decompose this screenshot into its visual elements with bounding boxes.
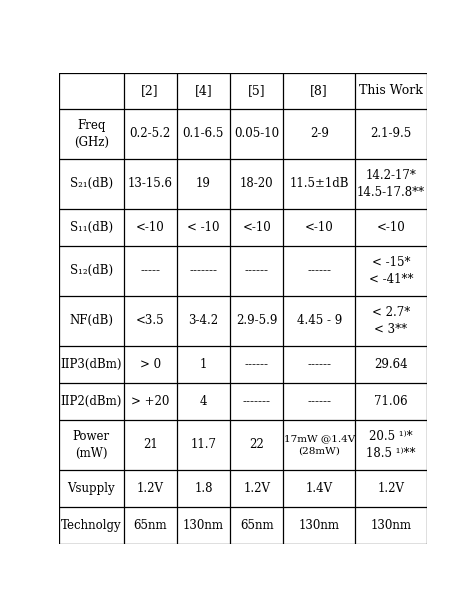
Text: -------: -------: [190, 264, 218, 277]
Text: 71.06: 71.06: [374, 395, 408, 408]
Text: 14.2-17*
14.5-17.8**: 14.2-17* 14.5-17.8**: [357, 169, 425, 199]
Text: 4.45 - 9: 4.45 - 9: [297, 314, 342, 327]
Text: NF(dB): NF(dB): [69, 314, 113, 327]
Text: 65nm: 65nm: [240, 519, 273, 532]
Text: 1.2V: 1.2V: [137, 482, 164, 495]
Text: <-10: <-10: [242, 221, 271, 233]
Text: This Work: This Work: [359, 84, 423, 98]
Text: ------: ------: [245, 264, 269, 277]
Text: S₁₂(dB): S₁₂(dB): [70, 264, 113, 277]
Text: 1.2V: 1.2V: [377, 482, 404, 495]
Text: < -10: < -10: [187, 221, 219, 233]
Text: 2.1-9.5: 2.1-9.5: [370, 127, 411, 140]
Text: [4]: [4]: [194, 84, 212, 98]
Text: 0.1-6.5: 0.1-6.5: [183, 127, 224, 140]
Text: S₁₁(dB): S₁₁(dB): [70, 221, 113, 233]
Text: 1: 1: [200, 358, 207, 371]
Text: [5]: [5]: [248, 84, 265, 98]
Text: <-10: <-10: [305, 221, 334, 233]
Text: 11.5±1dB: 11.5±1dB: [290, 177, 349, 190]
Text: 130nm: 130nm: [370, 519, 411, 532]
Text: 17mW @1.4V
(28mW): 17mW @1.4V (28mW): [283, 434, 355, 455]
Text: > +20: > +20: [131, 395, 169, 408]
Text: Power
(mW): Power (mW): [73, 430, 110, 460]
Text: 19: 19: [196, 177, 211, 190]
Text: <-10: <-10: [376, 221, 405, 233]
Text: 29.64: 29.64: [374, 358, 408, 371]
Text: -------: -------: [243, 395, 271, 408]
Text: ------: ------: [307, 358, 331, 371]
Text: 4: 4: [200, 395, 207, 408]
Text: 18-20: 18-20: [240, 177, 273, 190]
Text: IIP3(dBm): IIP3(dBm): [61, 358, 122, 371]
Text: Technolgy: Technolgy: [61, 519, 122, 532]
Text: 22: 22: [249, 438, 264, 452]
Text: ------: ------: [245, 358, 269, 371]
Text: <3.5: <3.5: [136, 314, 164, 327]
Text: 0.05-10: 0.05-10: [234, 127, 279, 140]
Text: 11.7: 11.7: [191, 438, 217, 452]
Text: ------: ------: [307, 264, 331, 277]
Text: IIP2(dBm): IIP2(dBm): [61, 395, 122, 408]
Text: 13-15.6: 13-15.6: [128, 177, 173, 190]
Text: Vsupply: Vsupply: [68, 482, 115, 495]
Text: <-10: <-10: [136, 221, 164, 233]
Text: 0.2-5.2: 0.2-5.2: [129, 127, 171, 140]
Text: 21: 21: [143, 438, 157, 452]
Text: 1.4V: 1.4V: [306, 482, 333, 495]
Text: < 2.7*
< 3**: < 2.7* < 3**: [372, 306, 410, 336]
Text: 65nm: 65nm: [133, 519, 167, 532]
Text: 130nm: 130nm: [183, 519, 224, 532]
Text: 2.9-5.9: 2.9-5.9: [236, 314, 277, 327]
Text: 2-9: 2-9: [310, 127, 328, 140]
Text: Freq
(GHz): Freq (GHz): [74, 119, 109, 148]
Text: -----: -----: [140, 264, 160, 277]
Text: > 0: > 0: [140, 358, 161, 371]
Text: 130nm: 130nm: [299, 519, 340, 532]
Text: 3-4.2: 3-4.2: [188, 314, 219, 327]
Text: < -15*
< -41**: < -15* < -41**: [368, 256, 413, 286]
Text: ------: ------: [307, 395, 331, 408]
Text: 1.8: 1.8: [194, 482, 213, 495]
Text: 20.5 ¹⁾*
18.5 ¹⁾**: 20.5 ¹⁾* 18.5 ¹⁾**: [366, 430, 416, 460]
Text: [2]: [2]: [141, 84, 159, 98]
Text: [8]: [8]: [310, 84, 328, 98]
Text: S₂₁(dB): S₂₁(dB): [70, 177, 113, 190]
Text: 1.2V: 1.2V: [243, 482, 270, 495]
